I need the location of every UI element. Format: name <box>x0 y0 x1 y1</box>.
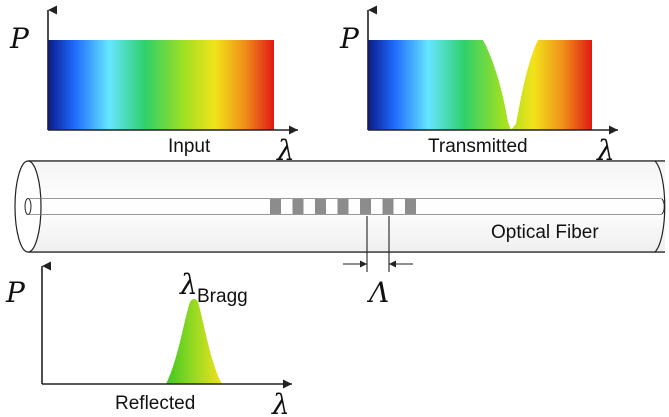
transmitted-caption: Transmitted <box>428 136 528 157</box>
grating-segment <box>405 199 416 214</box>
transmitted-spectrum <box>368 40 592 130</box>
reflected-caption: Reflected <box>115 393 195 414</box>
grating-segment <box>315 199 326 214</box>
reflected-peak <box>166 299 222 384</box>
reflected-x-label: λ <box>271 388 290 417</box>
grating-segment <box>337 199 349 214</box>
grating-period-marker: Λ <box>343 216 413 309</box>
grating-segment <box>292 199 304 214</box>
transmitted-y-label: P <box>339 22 360 55</box>
bragg-wavelength-label: λ <box>179 268 198 301</box>
reflected-y-label: P <box>5 276 26 309</box>
grating-segment <box>360 199 371 214</box>
input-panel: P λ Input <box>9 5 298 167</box>
input-x-label: λ <box>276 134 295 167</box>
transmitted-panel: P λ Transmitted <box>339 5 618 167</box>
fiber-core-end <box>24 198 32 215</box>
input-y-label: P <box>9 22 30 55</box>
optical-fiber: Optical Fiber <box>14 160 666 253</box>
transmitted-x-label: λ <box>596 134 615 167</box>
input-spectrum <box>48 40 274 130</box>
grating-segment <box>270 199 281 214</box>
fiber-label: Optical Fiber <box>491 222 599 243</box>
bragg-wavelength-subscript: Bragg <box>197 286 248 307</box>
period-symbol: Λ <box>366 276 389 309</box>
bragg-grating <box>270 199 416 214</box>
reflected-panel: P λ Reflected λ Bragg <box>5 261 292 417</box>
grating-segment <box>382 199 394 214</box>
input-caption: Input <box>168 136 211 157</box>
